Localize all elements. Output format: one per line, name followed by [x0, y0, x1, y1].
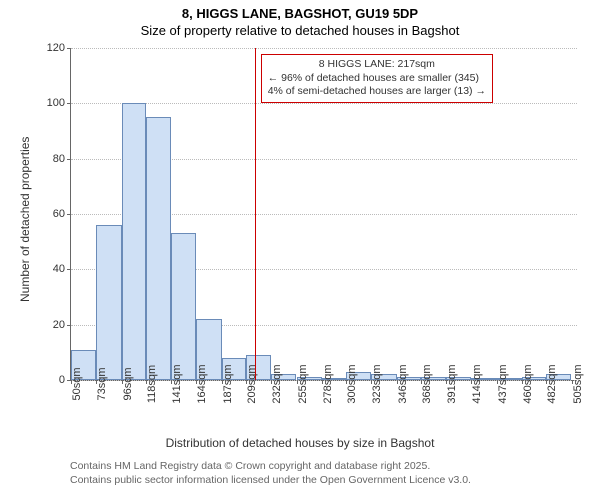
y-axis-label: Number of detached properties: [18, 137, 32, 302]
x-tick-label: 460sqm: [522, 364, 534, 403]
chart-title-sub: Size of property relative to detached ho…: [0, 21, 600, 38]
y-tick-label: 20: [53, 319, 71, 331]
chart-container: 8, HIGGS LANE, BAGSHOT, GU19 5DP Size of…: [0, 0, 600, 500]
x-tick-label: 391sqm: [446, 364, 458, 403]
x-tick-label: 73sqm: [96, 367, 108, 400]
y-tick-label: 120: [47, 42, 71, 54]
x-tick-label: 232sqm: [271, 364, 283, 403]
grid-line: [71, 103, 577, 104]
reference-line: [255, 48, 256, 380]
x-tick-label: 209sqm: [246, 364, 258, 403]
x-tick-label: 368sqm: [421, 364, 433, 403]
histogram-bar: [96, 225, 121, 380]
annotation-line-smaller: ← 96% of detached houses are smaller (34…: [268, 72, 486, 86]
y-tick-label: 80: [53, 153, 71, 165]
attribution-block: Contains HM Land Registry data © Crown c…: [70, 460, 471, 487]
y-tick-label: 40: [53, 263, 71, 275]
y-tick-label: 0: [59, 374, 71, 386]
x-tick-label: 118sqm: [146, 365, 158, 403]
y-tick-label: 100: [47, 97, 71, 109]
attribution-line: Contains public sector information licen…: [70, 474, 471, 488]
x-tick-label: 187sqm: [222, 364, 234, 403]
x-tick-label: 346sqm: [397, 364, 409, 403]
histogram-bar: [171, 233, 196, 380]
x-tick-label: 437sqm: [497, 364, 509, 403]
x-tick-label: 50sqm: [71, 367, 83, 400]
x-tick-label: 164sqm: [196, 364, 208, 403]
reference-annotation: 8 HIGGS LANE: 217sqm ← 96% of detached h…: [261, 54, 493, 103]
histogram-bar: [122, 103, 146, 380]
x-axis-label: Distribution of detached houses by size …: [0, 436, 600, 450]
x-tick-label: 96sqm: [122, 367, 134, 400]
grid-line: [71, 48, 577, 49]
x-tick-label: 141sqm: [171, 364, 183, 403]
x-tick-label: 505sqm: [572, 364, 584, 403]
x-tick-label: 278sqm: [322, 364, 334, 403]
histogram-bar: [146, 117, 171, 380]
x-tick-label: 300sqm: [346, 364, 358, 403]
y-tick-label: 60: [53, 208, 71, 220]
plot-area: 02040608010012050sqm73sqm96sqm118sqm141s…: [70, 48, 577, 381]
attribution-line: Contains HM Land Registry data © Crown c…: [70, 460, 471, 474]
annotation-line-larger: 4% of semi-detached houses are larger (1…: [268, 85, 486, 99]
x-tick-label: 414sqm: [471, 364, 483, 403]
x-tick-label: 482sqm: [546, 364, 558, 403]
x-tick-label: 255sqm: [297, 364, 309, 403]
annotation-title: 8 HIGGS LANE: 217sqm: [268, 58, 486, 72]
x-tick-label: 323sqm: [371, 364, 383, 403]
chart-title-main: 8, HIGGS LANE, BAGSHOT, GU19 5DP: [0, 0, 600, 21]
